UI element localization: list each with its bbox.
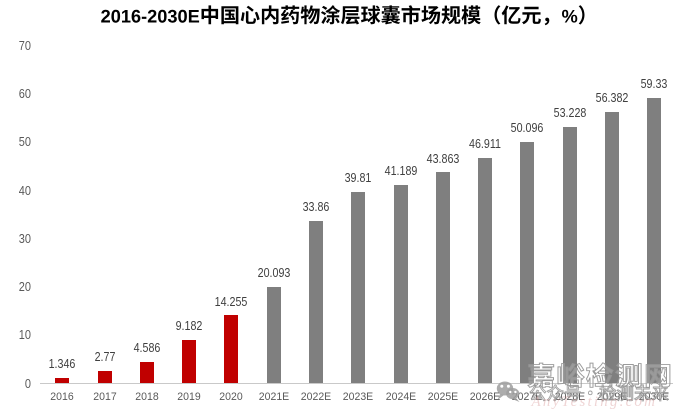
svg-text:AnyTesting.com: AnyTesting.com: [531, 394, 658, 410]
